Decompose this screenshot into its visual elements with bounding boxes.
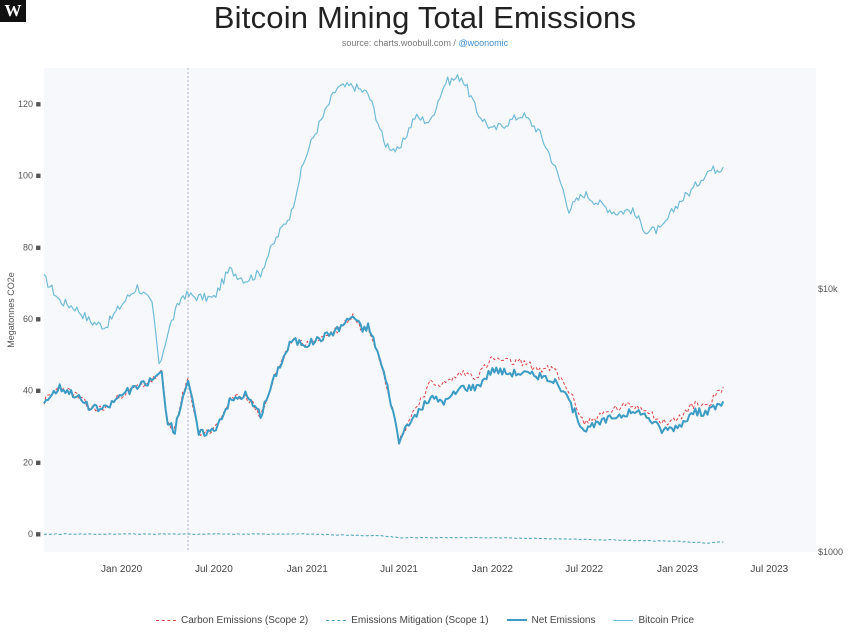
bitcoin-price-line <box>43 74 724 365</box>
legend-item-emissions-mitigation[interactable]: Emissions Mitigation (Scope 1) <box>326 615 489 626</box>
chart-title: Bitcoin Mining Total Emissions <box>213 0 637 35</box>
twitter-handle-link[interactable]: @woonomic <box>458 38 509 48</box>
legend-item-carbon-emissions[interactable]: Carbon Emissions (Scope 2) <box>155 615 309 626</box>
woobull-logo: W <box>0 0 26 22</box>
x-tick-label: Jan 2020 <box>101 564 143 575</box>
plot-area <box>44 68 816 552</box>
x-tick-label: Jan 2022 <box>472 564 514 575</box>
x-tick-label: Jul 2023 <box>750 564 788 575</box>
y-tick-label: 120 ■ <box>18 99 41 109</box>
chart-canvas: 0 ■20 ■40 ■60 ■80 ■100 ■120 ■ $1000$10k … <box>6 68 843 575</box>
x-tick-label: Jan 2023 <box>657 564 699 575</box>
y-tick-label: 40 ■ <box>23 386 41 396</box>
y-tick-label: 20 ■ <box>23 457 41 467</box>
emissions-mitigation-line <box>43 533 724 544</box>
x-tick-label: Jul 2020 <box>195 564 233 575</box>
legend-item-bitcoin-price[interactable]: Bitcoin Price <box>613 615 694 626</box>
legend: Carbon Emissions (Scope 2) Emissions Miti… <box>0 615 850 626</box>
y-axis-ticks: 0 ■ 20 ■ 40 ■ 60 ■ 80 ■ 100 ■ 120 ■ <box>18 99 41 539</box>
y-axis-label: Megatonnes CO2e <box>6 272 16 348</box>
chart-subtitle: source: charts.woobull.com / @woonomic <box>0 38 850 48</box>
y2-tick-label: $1000 <box>818 547 843 557</box>
legend-label: Emissions Mitigation (Scope 1) <box>351 615 489 626</box>
y-tick-label: 80 ■ <box>23 242 41 252</box>
x-tick-label: Jan 2021 <box>287 564 329 575</box>
y2-axis-ticks: $1000 $10k <box>818 284 843 557</box>
legend-label: Bitcoin Price <box>638 615 695 626</box>
y-tick-label: 100 ■ <box>18 171 41 181</box>
x-tick-label: Jul 2022 <box>565 564 603 575</box>
legend-swatch <box>326 619 347 621</box>
x-axis-ticks: Jan 2020 Jul 2020 Jan 2021 Jul 2021 Jan 2022… <box>101 564 789 575</box>
legend-label: Net Emissions <box>531 615 596 626</box>
y2-tick-label: $10k <box>818 284 838 294</box>
x-tick-label: Jul 2021 <box>380 564 418 575</box>
legend-item-net-emissions[interactable]: Net Emissions <box>506 615 596 626</box>
legend-swatch <box>155 619 176 621</box>
source-text: source: charts.woobull.com / <box>341 38 459 48</box>
y-tick-label: 0 ■ <box>28 529 41 539</box>
legend-swatch <box>613 619 634 621</box>
series-layer <box>43 74 725 544</box>
legend-label: Carbon Emissions (Scope 2) <box>180 615 309 626</box>
legend-swatch <box>506 619 527 622</box>
net-emissions-line <box>43 315 725 445</box>
y-tick-label: 60 ■ <box>23 314 41 324</box>
